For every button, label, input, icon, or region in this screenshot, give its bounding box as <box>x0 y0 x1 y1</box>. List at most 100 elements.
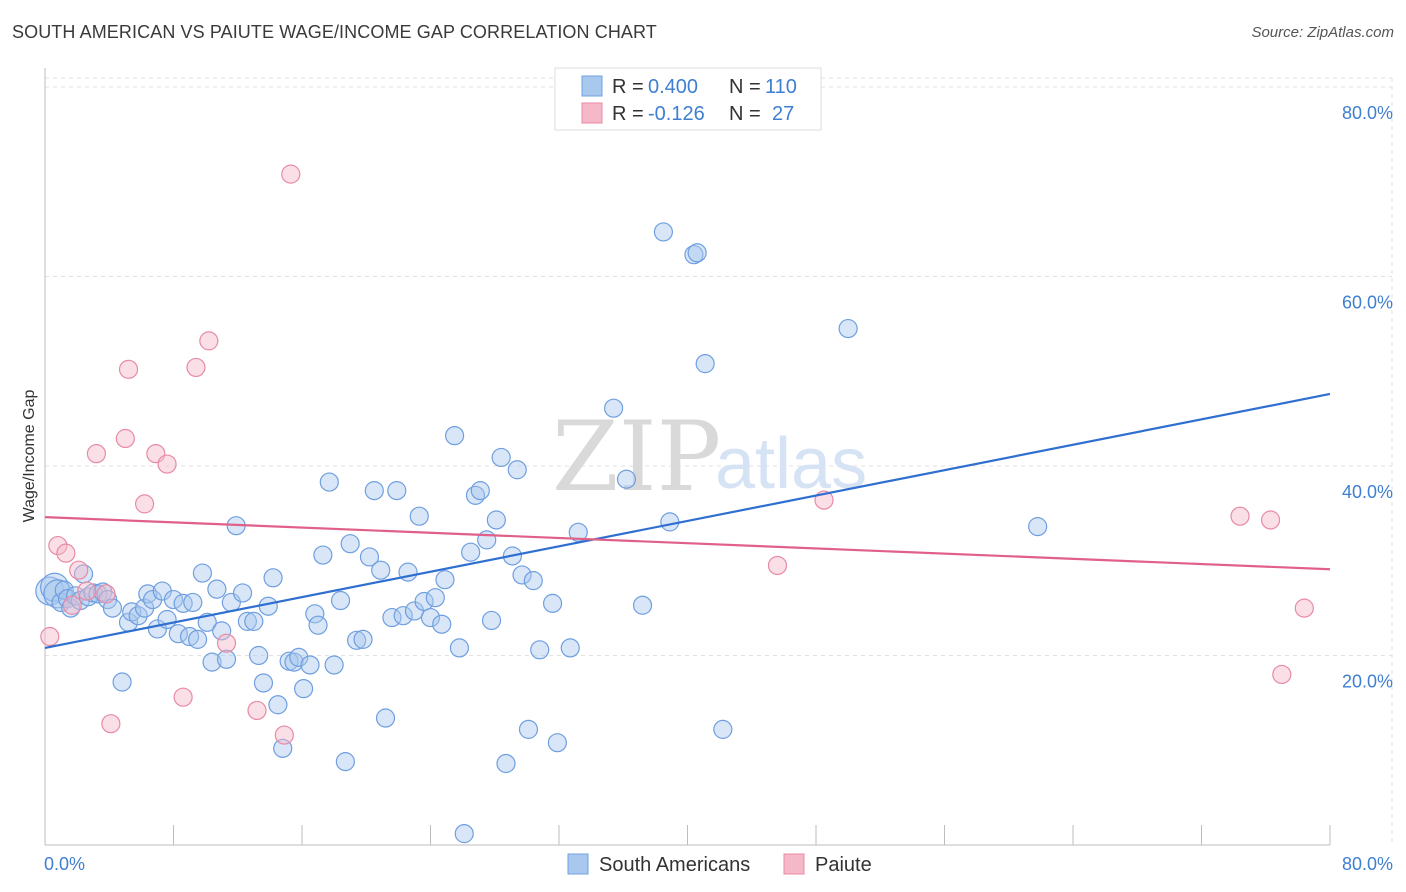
legend-top-swatch-south-americans <box>581 75 603 97</box>
data-point <box>560 638 580 658</box>
legend-label-south-americans: South Americans <box>599 854 750 876</box>
data-point <box>454 824 474 844</box>
data-point <box>568 522 588 542</box>
data-point <box>470 481 490 501</box>
data-point <box>216 649 237 669</box>
legend-top-n-label-1: N = <box>729 76 761 98</box>
x-tick-label-min: 0.0% <box>44 854 85 874</box>
x-tick-labels: 0.0% 80.0% <box>44 854 1393 874</box>
data-point <box>695 354 715 374</box>
data-point <box>281 164 301 184</box>
data-point <box>409 506 429 526</box>
data-point <box>102 598 123 618</box>
data-point <box>604 398 624 418</box>
data-point <box>253 673 274 693</box>
y-tick-label-80: 80.0% <box>1342 103 1393 123</box>
data-point <box>435 570 455 590</box>
legend-bottom: South Americans Paiute <box>567 853 872 876</box>
watermark-atlas-text: atlas <box>715 424 867 504</box>
data-point <box>308 615 328 635</box>
data-point <box>632 595 653 615</box>
data-point <box>547 733 567 753</box>
data-point <box>660 512 680 532</box>
data-point <box>69 560 89 580</box>
data-point <box>199 331 219 351</box>
data-point <box>486 510 506 530</box>
y-axis-label: Wage/Income Gap <box>21 390 38 523</box>
chart-title: SOUTH AMERICAN VS PAIUTE WAGE/INCOME GAP… <box>12 22 657 42</box>
y-tick-labels: 20.0% 40.0% 60.0% 80.0% <box>1342 103 1393 692</box>
series-south-americans <box>35 222 1048 844</box>
data-point <box>268 695 288 715</box>
data-point <box>232 583 253 603</box>
data-point <box>207 579 227 599</box>
data-point <box>258 596 278 616</box>
data-points <box>35 164 1314 844</box>
data-point <box>192 563 213 583</box>
data-point <box>1272 664 1292 685</box>
data-point <box>237 611 257 631</box>
legend-top-n-value-1: 110 <box>765 76 797 98</box>
data-point <box>359 547 380 567</box>
data-point <box>118 359 139 379</box>
data-point <box>1230 506 1250 526</box>
data-point <box>491 447 511 468</box>
data-point <box>263 568 283 588</box>
data-point <box>353 629 373 649</box>
data-point <box>40 626 60 647</box>
trend-line-south-americans <box>44 392 1331 649</box>
legend-top-n-label-2: N = <box>729 103 761 125</box>
data-point <box>371 560 391 580</box>
data-point <box>319 472 339 492</box>
data-point <box>163 589 184 610</box>
data-point <box>212 621 232 641</box>
data-point <box>477 530 497 550</box>
legend-top-r-label-2: R = <box>612 103 644 125</box>
trend-lines <box>44 392 1331 649</box>
axes <box>44 68 1331 846</box>
data-point <box>523 571 543 591</box>
y-tick-label-60: 60.0% <box>1342 292 1393 312</box>
data-point <box>340 534 360 554</box>
data-point <box>86 444 107 464</box>
legend-top-r-value-1: 0.400 <box>648 76 698 98</box>
legend-top-r-value-2: -0.126 <box>648 103 705 125</box>
data-point <box>420 607 441 628</box>
data-point <box>1260 510 1281 530</box>
data-point <box>173 687 193 707</box>
data-point <box>168 624 188 644</box>
legend-swatch-paiute <box>783 853 805 875</box>
data-point <box>449 638 470 658</box>
data-point <box>838 318 858 339</box>
data-point <box>186 357 206 378</box>
data-point <box>96 584 116 604</box>
data-point <box>767 555 788 576</box>
legend-top: R = 0.400 N = 110 R = -0.126 N = 27 <box>554 67 822 131</box>
data-point <box>616 469 637 489</box>
data-point <box>305 604 325 624</box>
data-point <box>289 647 309 667</box>
data-point <box>244 611 264 631</box>
data-point <box>542 593 563 613</box>
data-point <box>530 640 550 660</box>
data-point <box>77 581 97 601</box>
data-point <box>300 655 320 675</box>
data-point <box>330 590 351 611</box>
data-point <box>173 593 193 613</box>
data-point <box>183 592 203 613</box>
legend-label-paiute: Paiute <box>815 854 872 876</box>
data-point <box>335 752 355 772</box>
data-point <box>56 543 76 563</box>
data-point <box>687 243 707 263</box>
data-point <box>101 714 121 734</box>
data-point <box>294 679 314 699</box>
data-point <box>216 633 237 653</box>
data-point <box>425 588 445 608</box>
y-tick-label-40: 40.0% <box>1342 482 1393 502</box>
data-point <box>48 535 68 556</box>
data-point <box>134 494 155 514</box>
data-point <box>653 222 674 242</box>
x-tick-label-max: 80.0% <box>1342 854 1393 874</box>
trend-line-paiute <box>44 516 1331 571</box>
legend-top-swatch-paiute <box>581 102 603 124</box>
